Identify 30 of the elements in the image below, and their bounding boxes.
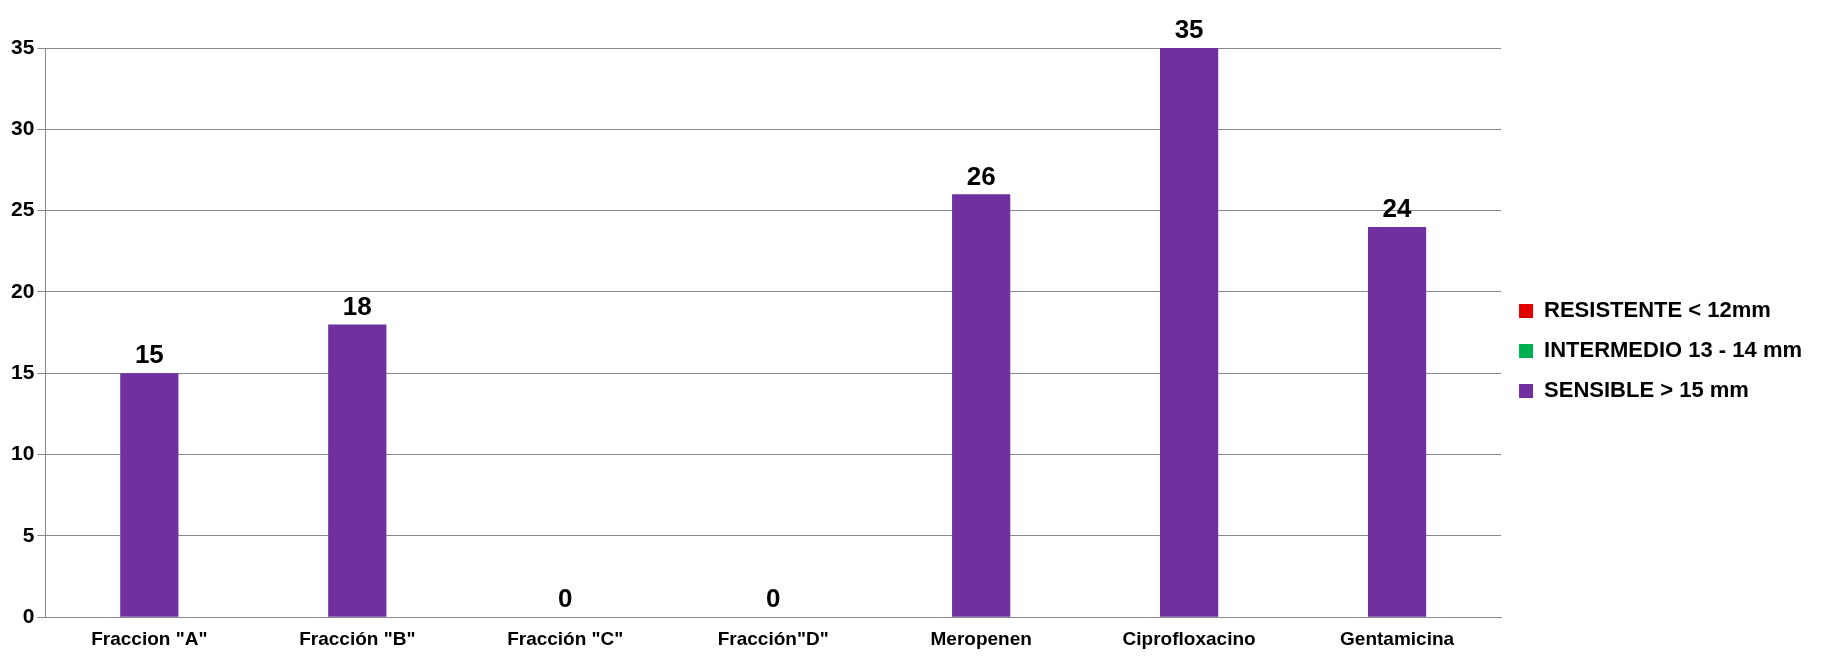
y-tick-label: 30 <box>11 116 35 140</box>
data-label: 26 <box>966 160 996 191</box>
data-label: 18 <box>342 290 372 321</box>
y-tick-label: 5 <box>22 522 35 546</box>
y-tick-label: 15 <box>11 360 35 384</box>
y-tick-label: 20 <box>11 278 35 302</box>
y-tick-label: 10 <box>11 441 35 465</box>
y-tick-label: 0 <box>22 604 35 627</box>
x-tick-label: Gentamicina <box>1340 627 1455 649</box>
bar <box>952 194 1011 617</box>
bar <box>1160 48 1219 617</box>
bar <box>1367 226 1427 617</box>
data-label: 24 <box>1382 193 1413 224</box>
x-tick-label: Ciprofloxacino <box>1122 627 1256 649</box>
x-tick-label: Fracción "B" <box>299 627 416 649</box>
data-label: 0 <box>765 583 781 614</box>
x-tick-label: Meropenen <box>930 627 1032 649</box>
data-label: 15 <box>134 339 164 370</box>
legend-label: SENSIBLE > 15 mm <box>1544 377 1749 403</box>
bar <box>328 324 387 617</box>
y-tick-label: 25 <box>11 197 35 221</box>
x-tick-label: Fracción"D" <box>717 627 829 649</box>
data-label: 0 <box>558 583 573 614</box>
data-label: 35 <box>1174 14 1204 45</box>
legend-label: RESISTENTE < 12mm <box>1544 297 1771 323</box>
y-tick-label: 35 <box>11 34 35 58</box>
x-tick-label: Fraccion "A" <box>91 627 208 649</box>
legend-label: INTERMEDIO 13 - 14 mm <box>1544 337 1802 363</box>
bar <box>120 373 179 617</box>
x-tick-label: Fracción "C" <box>507 627 624 649</box>
